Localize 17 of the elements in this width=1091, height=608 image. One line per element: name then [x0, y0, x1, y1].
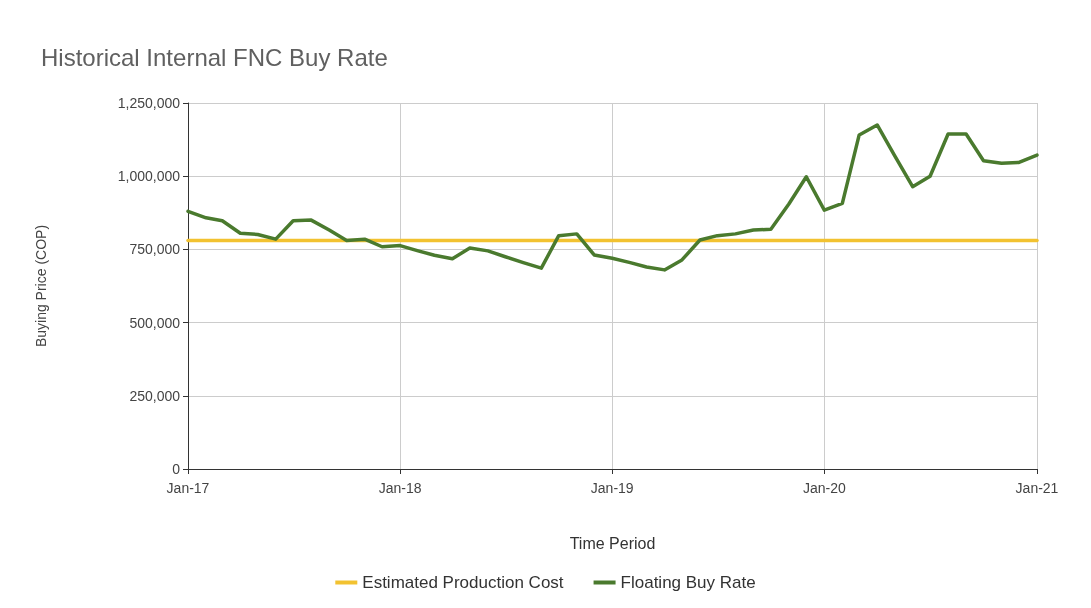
x-tick-label: Jan-17 [166, 480, 210, 496]
line-series [186, 123, 1039, 272]
y-tick-label: 250,000 [129, 387, 181, 404]
y-tick-label: 0 [172, 461, 181, 477]
x-tick-label: Jan-18 [378, 480, 422, 496]
y-tick-label: 1,250,000 [117, 95, 181, 111]
x-tick-label: Jan-21 [1015, 480, 1059, 496]
legend-label: Estimated Production Cost [362, 573, 564, 592]
y-tick-label: 750,000 [129, 241, 181, 258]
x-tick-label: Jan-20 [802, 480, 846, 496]
x-tick-label: Jan-19 [590, 480, 634, 496]
y-tick-label: 500,000 [129, 314, 181, 331]
x-axis-title: Time Period [569, 534, 656, 552]
y-axis-title: Buying Price (COP) [33, 224, 49, 348]
y-tick-label: 1,000,000 [117, 168, 181, 185]
legend-label: Floating Buy Rate [620, 573, 756, 592]
chart-title: Historical Internal FNC Buy Rate [41, 43, 388, 71]
